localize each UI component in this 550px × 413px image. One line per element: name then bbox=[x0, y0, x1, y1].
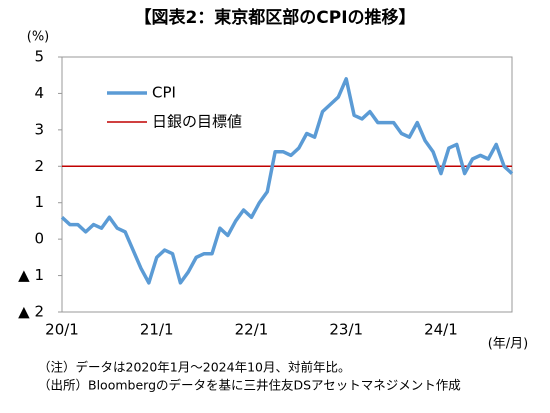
y-tick-label: ▲ 2 bbox=[18, 303, 44, 321]
plot-frame bbox=[61, 56, 513, 313]
x-tick-label: 20/1 bbox=[45, 321, 79, 339]
x-tick-label: 21/1 bbox=[140, 321, 174, 339]
y-tick-label: 5 bbox=[34, 48, 44, 66]
x-tick-label: 22/1 bbox=[235, 321, 269, 339]
y-tick-label: 2 bbox=[34, 157, 44, 175]
y-tick-label: ▲ 1 bbox=[18, 266, 44, 284]
y-axis-label: (%) bbox=[27, 30, 50, 45]
footnote: （注）データは2020年1月～2024年10月、対前年比。 bbox=[38, 360, 350, 375]
y-tick-label: 4 bbox=[34, 84, 44, 102]
y-tick-label: 0 bbox=[34, 230, 44, 248]
chart-title: 【図表2：東京都区部のCPIの推移】 bbox=[134, 7, 415, 28]
x-axis-label: (年/月) bbox=[488, 337, 529, 352]
data-line bbox=[60, 77, 514, 285]
legend-label: 日銀の目標値 bbox=[152, 113, 242, 131]
footnote: （出所）Bloombergのデータを基に三井住友DSアセットマネジメント作成 bbox=[38, 378, 461, 393]
legend-label: CPI bbox=[152, 84, 176, 102]
y-tick-label: 1 bbox=[34, 193, 44, 211]
x-tick-label: 24/1 bbox=[424, 321, 458, 339]
x-tick-label: 23/1 bbox=[329, 321, 363, 339]
y-tick-label: 3 bbox=[34, 120, 44, 138]
